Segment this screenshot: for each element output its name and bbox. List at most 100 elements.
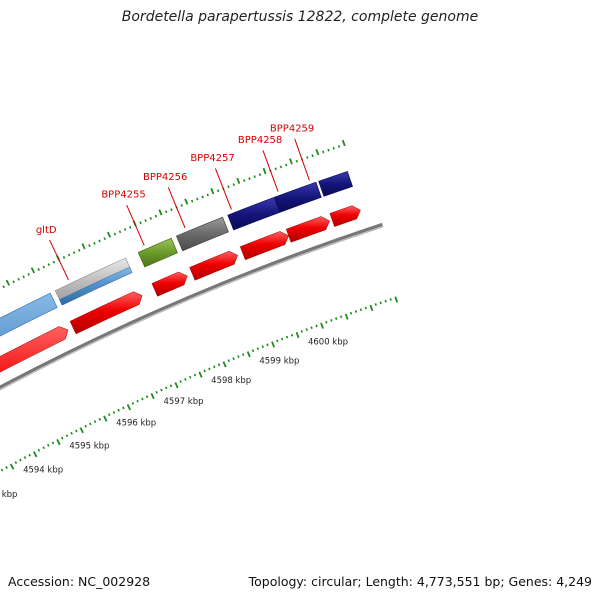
scale-tick [33,451,38,458]
scale-tick [320,322,324,329]
scale-tick [65,434,69,438]
feature-BPP4257 [227,196,281,231]
feature-gltD-sub [59,266,133,306]
outer-tick [37,268,41,271]
scale-tick [256,347,260,351]
cds-arrow-BPP4255 [151,271,188,297]
scale-tick [0,468,4,472]
scale-tick [217,363,221,367]
scale-tick [75,429,78,433]
scale-tick [349,311,353,315]
scale-tick [19,458,22,462]
feature-layer [0,171,353,337]
outer-tick [170,208,173,212]
scale-tick [389,298,392,301]
map-title: Bordetella parapertussis 12822, complete… [121,9,479,25]
scale-tick [84,424,87,428]
scale-tick [136,399,139,403]
scale-tick [103,415,108,422]
scale-tick [290,333,294,337]
scale-tick [160,388,163,392]
scale-tick [325,320,328,324]
scale-tick [126,404,132,411]
scale-tick [79,427,84,434]
outer-tick [93,241,96,245]
scale-tick [203,369,206,373]
scale-tick [335,317,338,320]
outer-tick [227,185,230,189]
outer-tick [274,167,277,171]
feature-BPP4258 [273,181,322,213]
outer-tick [289,158,293,165]
gene-label-BPP4256: BPP4256 [143,172,187,183]
kbp-label: 4600 kbp [308,338,348,348]
scale-tick [28,453,31,457]
outer-tick [180,203,183,207]
scale-tick [354,310,358,313]
scale-tick [295,331,300,339]
scale-tick [23,456,27,459]
outer-tick [2,285,5,289]
outer-tick [12,280,15,284]
cds-arrow-BPP4259 [329,205,361,227]
outer-tick [258,173,262,177]
outer-tick [88,244,91,248]
backbone-arc [0,222,384,391]
outer-tick [216,189,220,193]
label-line-BPP4259 [294,138,310,181]
label-line-BPP4255 [126,204,145,246]
scale-tick [112,410,116,414]
tick-layer [0,139,399,472]
cds-arrow-gltB [0,326,69,373]
backbone-layer [0,222,384,391]
outer-tick [322,150,325,154]
kbp-label: 4597 kbp [163,397,203,407]
cds-arrow-gltD [69,291,143,335]
gene-label-BPP4258: BPP4258 [238,135,282,146]
scale-tick [46,443,50,447]
scale-tick [42,446,45,450]
kbp-label: 4598 kbp [211,376,251,386]
outer-tick [311,154,314,158]
scale-tick [374,303,377,306]
scale-tick [150,393,155,400]
scale-tick [188,375,192,379]
outer-tick [118,230,122,234]
scale-tick [305,328,308,331]
outer-tick [30,267,36,274]
outer-tick [81,243,86,250]
outer-tick [17,277,20,281]
outer-tick [139,221,142,225]
scale-tick [394,296,399,303]
outer-tick [315,148,320,156]
scale-tick [213,365,216,369]
scale-tick [242,353,245,357]
gene-label-BPP4259: BPP4259 [270,123,314,134]
scale-tick [37,448,41,452]
outer-tick [337,145,341,148]
scale-tick [364,306,367,310]
topology-summary: Topology: circular; Length: 4,773,551 bp… [248,574,592,589]
scale-tick [145,395,149,399]
outer-tick [332,146,335,150]
outer-tick [42,265,46,269]
outer-tick [285,163,288,167]
label-line-BPP4257 [214,168,232,210]
scale-tick [174,382,179,389]
scale-tick [251,349,255,353]
scale-tick [369,304,374,312]
outer-tick [5,279,11,286]
feature-BPP4256 [176,216,229,252]
scale-tick [281,337,284,341]
scale-tick [271,341,276,348]
kbp-label: 4599 kbp [259,356,299,366]
scale-tick [155,390,158,394]
gene-label-BPP4255: BPP4255 [101,190,145,201]
scale-tick [261,345,264,349]
scale-tick [359,308,363,312]
outer-tick [165,210,168,214]
scale-tick [14,461,18,464]
outer-tick [279,165,283,169]
scale-tick [179,380,182,383]
